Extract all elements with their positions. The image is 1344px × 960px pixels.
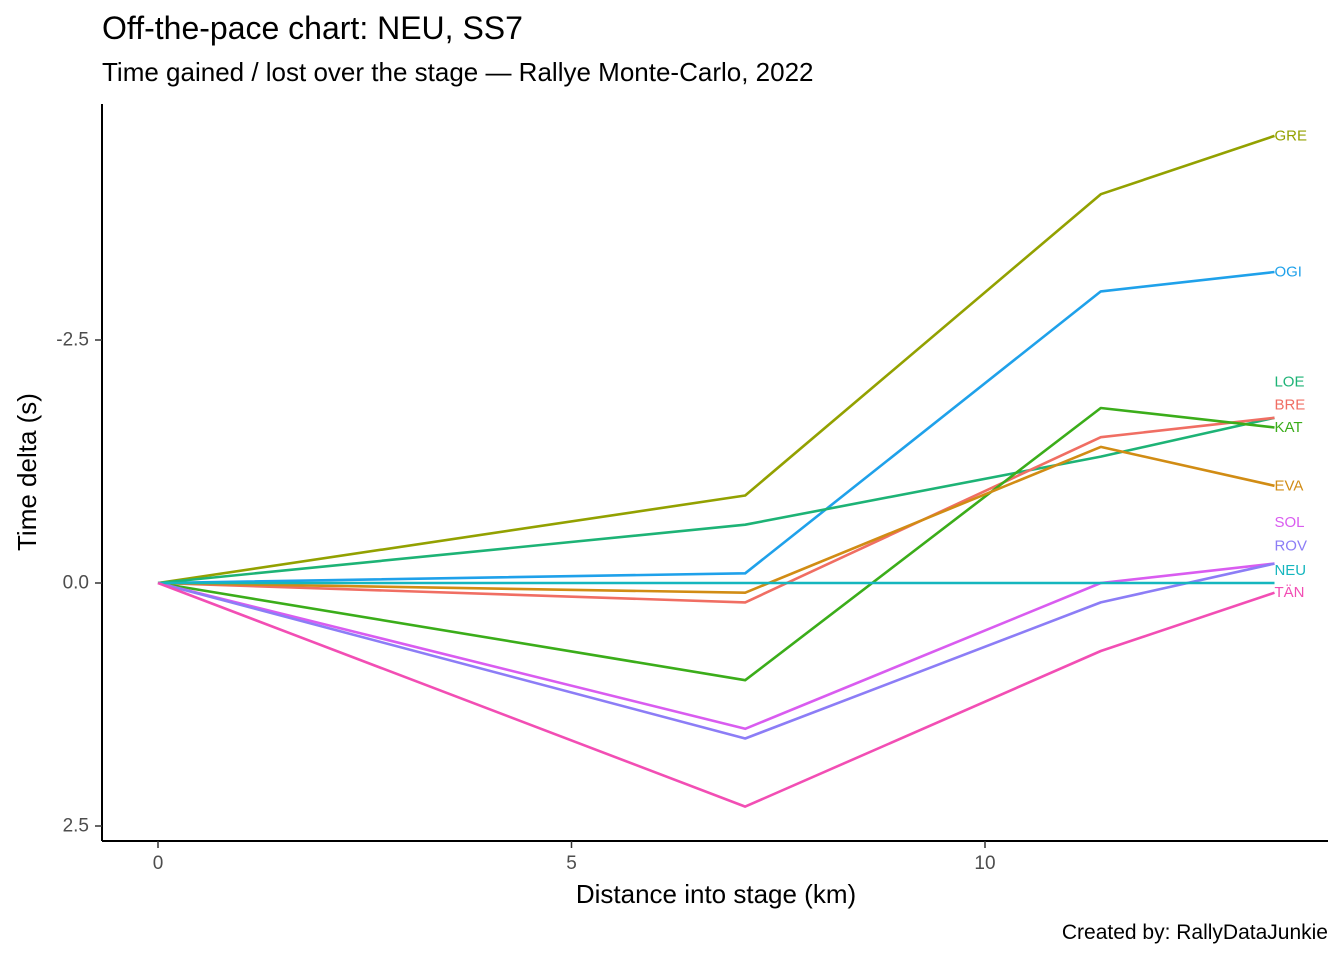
series-end-label: EVA [1274, 477, 1303, 494]
end-label-layer: GRE OGI LOE BRE KAT EVA SOL ROV NEU TÄN [1274, 127, 1307, 601]
series-end-label: LOE [1274, 373, 1304, 390]
y-tick-label: 0.0 [63, 573, 89, 594]
series-line-tän [157, 581, 1275, 808]
series-end-label: OGI [1274, 263, 1302, 280]
series-line-sol [157, 562, 1275, 731]
y-tick-label: 2.5 [63, 816, 89, 837]
chart-title: Off-the-pace chart: NEU, SS7 [102, 10, 523, 46]
x-tick-label: 10 [974, 853, 995, 874]
series-end-label: BRE [1274, 397, 1305, 414]
series-end-label: ROV [1274, 538, 1307, 555]
series-layer [157, 134, 1275, 808]
chart-caption: Created by: RallyDataJunkie [1061, 921, 1328, 944]
series-line-eva [157, 445, 1275, 595]
series-line-rov [157, 562, 1275, 740]
series-line-gre [157, 134, 1275, 585]
series-end-label: GRE [1274, 127, 1307, 144]
x-tick-label: 5 [566, 853, 577, 874]
series-end-label: NEU [1274, 562, 1306, 579]
axes [101, 104, 1328, 842]
series-line-ogi [157, 270, 1275, 585]
series-end-label: TÄN [1274, 584, 1304, 601]
series-end-label: SOL [1274, 514, 1304, 531]
series-line-kat [157, 406, 1275, 682]
series-line-loe [157, 416, 1275, 585]
x-tick-label: 0 [153, 853, 164, 874]
chart-subtitle: Time gained / lost over the stage — Rall… [102, 57, 814, 87]
y-axis-title: Time delta (s) [12, 393, 42, 551]
x-axis-title: Distance into stage (km) [576, 879, 856, 909]
ticks: 0 5 10 -2.5 0.0 2.5 [56, 330, 995, 875]
series-end-label: KAT [1274, 419, 1302, 436]
y-tick-label: -2.5 [56, 330, 89, 351]
